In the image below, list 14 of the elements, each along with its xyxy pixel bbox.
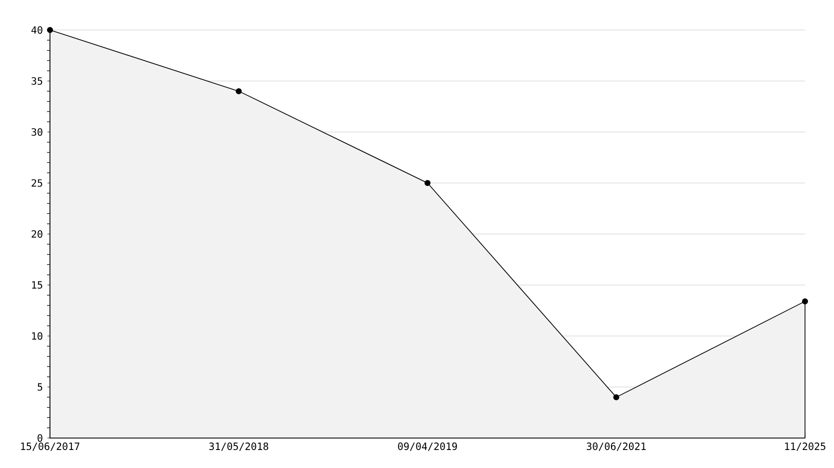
- y-tick-label: 15: [32, 281, 42, 289]
- x-tick-label: 11/2025: [785, 442, 826, 451]
- x-tick-label: 30/06/2021: [586, 442, 646, 451]
- y-tick-label: 0: [38, 434, 42, 442]
- y-tick-label: 25: [32, 179, 42, 187]
- y-tick-label: 10: [32, 332, 42, 340]
- y-tick-label: 20: [32, 230, 42, 238]
- x-tick-label: 09/04/2019: [398, 442, 457, 451]
- x-tick-label: 31/05/2018: [209, 442, 268, 451]
- y-tick-label: 35: [32, 77, 42, 85]
- y-tick-label: 40: [31, 26, 42, 34]
- y-tick-label: 5: [38, 383, 42, 391]
- y-tick-label: 30: [32, 128, 42, 136]
- x-tick-label: 15/06/2017: [21, 442, 80, 451]
